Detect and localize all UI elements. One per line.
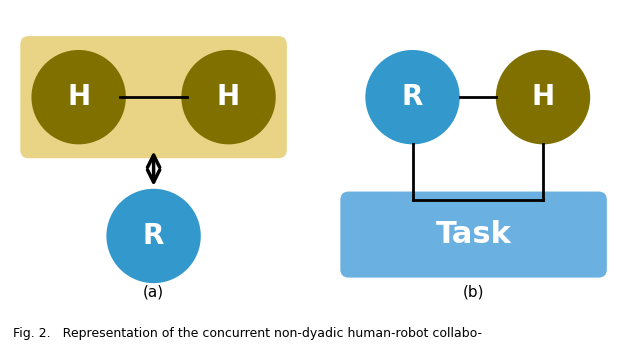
Circle shape — [106, 189, 201, 283]
Circle shape — [496, 50, 590, 144]
Text: (b): (b) — [463, 285, 484, 300]
Text: H: H — [217, 83, 240, 111]
Text: R: R — [402, 83, 423, 111]
Text: Fig. 2.   Representation of the concurrent non-dyadic human-robot collabo-: Fig. 2. Representation of the concurrent… — [13, 327, 482, 340]
Text: (a): (a) — [143, 285, 164, 300]
Circle shape — [181, 50, 276, 144]
FancyBboxPatch shape — [20, 36, 287, 158]
Circle shape — [365, 50, 460, 144]
Text: Task: Task — [436, 220, 511, 249]
FancyBboxPatch shape — [340, 192, 607, 278]
Circle shape — [31, 50, 126, 144]
Text: H: H — [67, 83, 90, 111]
Text: H: H — [531, 83, 555, 111]
Text: R: R — [143, 222, 164, 250]
